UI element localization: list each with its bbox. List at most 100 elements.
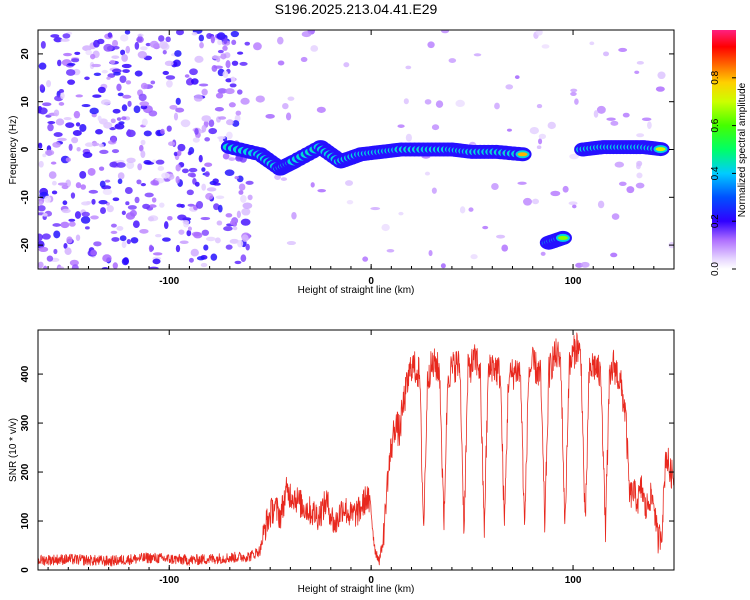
noise-speckle — [38, 205, 46, 212]
noise-speckle — [580, 261, 590, 268]
noise-speckle — [225, 244, 233, 250]
noise-speckle — [122, 94, 132, 99]
noise-speckle — [97, 38, 105, 45]
noise-speckle — [112, 197, 120, 202]
noise-speckle — [53, 248, 58, 255]
noise-speckle — [536, 145, 542, 150]
noise-speckle — [88, 189, 99, 194]
noise-speckle — [65, 122, 75, 129]
noise-speckle — [593, 110, 599, 118]
noise-speckle — [90, 249, 97, 256]
noise-speckle — [468, 207, 474, 212]
noise-speckle — [162, 49, 167, 55]
noise-speckle — [431, 187, 437, 194]
noise-speckle — [168, 141, 176, 147]
noise-speckle — [90, 53, 96, 60]
noise-speckle — [538, 133, 547, 140]
noise-speckle — [187, 203, 195, 207]
noise-speckle — [300, 56, 308, 63]
noise-speckle — [228, 102, 236, 108]
noise-speckle — [424, 171, 430, 176]
noise-speckle — [159, 41, 168, 49]
noise-speckle — [42, 153, 47, 158]
noise-speckle — [187, 77, 193, 86]
noise-speckle — [216, 57, 221, 63]
noise-speckle — [180, 119, 191, 128]
noise-speckle — [50, 161, 57, 165]
noise-speckle — [217, 88, 227, 94]
noise-speckle — [123, 257, 129, 265]
noise-speckle — [138, 93, 147, 102]
noise-speckle — [343, 62, 350, 68]
noise-speckle — [634, 70, 640, 75]
noise-speckle — [148, 110, 158, 117]
noise-speckle — [184, 74, 190, 78]
noise-speckle — [52, 141, 61, 148]
noise-speckle — [68, 218, 76, 222]
snr-x-axis-label: Height of straight line (km) — [298, 584, 415, 595]
noise-speckle — [482, 225, 489, 230]
snr-frame-bg — [38, 330, 674, 570]
noise-speckle — [435, 100, 444, 108]
noise-speckle — [189, 68, 198, 76]
noise-speckle — [245, 180, 254, 185]
noise-speckle — [217, 49, 224, 54]
noise-speckle — [217, 39, 223, 46]
noise-speckle — [225, 88, 235, 95]
colorbar-tick-label: 0.6 — [710, 118, 721, 132]
noise-speckle — [187, 172, 196, 178]
noise-speckle — [40, 40, 46, 49]
noise-speckle — [517, 181, 527, 185]
noise-speckle — [346, 199, 354, 205]
noise-speckle — [199, 42, 204, 49]
noise-speckle — [148, 244, 154, 253]
noise-speckle — [42, 102, 52, 107]
noise-speckle — [53, 109, 60, 117]
noise-speckle — [91, 198, 96, 205]
noise-speckle — [142, 203, 151, 210]
noise-speckle — [104, 179, 111, 183]
noise-speckle — [162, 237, 171, 242]
noise-speckle — [152, 258, 161, 265]
noise-speckle — [201, 183, 207, 191]
x-tick-label: 0 — [368, 276, 374, 287]
noise-speckle — [277, 60, 285, 66]
snr-series-line — [38, 332, 674, 567]
noise-speckle — [111, 68, 122, 74]
noise-speckle — [124, 30, 131, 35]
noise-speckle — [626, 186, 635, 194]
noise-speckle — [610, 252, 618, 258]
noise-speckle — [230, 76, 236, 83]
noise-speckle — [157, 165, 165, 172]
noise-speckle — [216, 220, 223, 226]
noise-speckle — [570, 91, 577, 97]
noise-speckle — [79, 123, 87, 132]
noise-speckle — [255, 95, 265, 103]
noise-speckle — [317, 188, 327, 193]
noise-speckle — [71, 264, 79, 269]
noise-speckle — [52, 223, 61, 227]
noise-speckle — [198, 83, 209, 87]
noise-speckle — [58, 88, 65, 94]
noise-speckle — [67, 79, 76, 85]
noise-speckle — [201, 88, 208, 96]
noise-speckle — [201, 229, 210, 236]
noise-speckle — [208, 128, 218, 135]
noise-speckle — [137, 33, 144, 38]
noise-speckle — [280, 177, 288, 181]
noise-speckle — [166, 125, 172, 132]
noise-speckle — [166, 79, 173, 88]
noise-speckle — [214, 237, 221, 244]
noise-speckle — [177, 143, 186, 152]
noise-speckle — [43, 265, 48, 269]
noise-speckle — [61, 208, 71, 214]
noise-speckle — [125, 201, 130, 206]
y-tick-label: -20 — [20, 237, 31, 252]
noise-speckle — [531, 198, 540, 205]
noise-speckle — [603, 51, 610, 57]
noise-speckle — [427, 41, 435, 49]
noise-speckle — [169, 104, 178, 110]
noise-speckle — [71, 136, 79, 144]
noise-speckle — [126, 157, 136, 164]
noise-speckle — [208, 119, 215, 128]
